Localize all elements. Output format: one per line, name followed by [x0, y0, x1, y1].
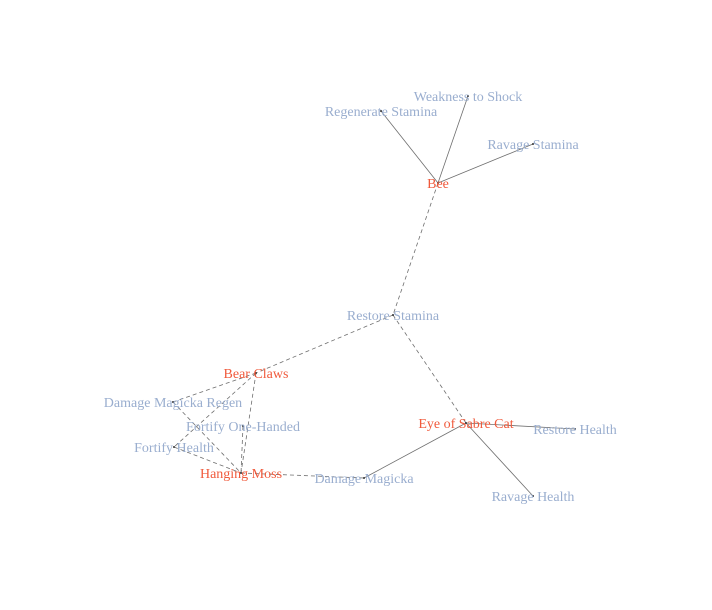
node-dot-restore-health: [574, 428, 576, 430]
edge-bee-to-regenerate-stamina: [380, 110, 439, 184]
node-label-damage-magicka: Damage Magicka: [314, 472, 414, 487]
node-dot-weakness-to-shock: [467, 95, 469, 97]
node-dot-bear-claws: [255, 372, 257, 374]
node-label-ravage-stamina: Ravage Stamina: [487, 138, 579, 153]
node-dot-ravage-stamina: [532, 143, 534, 145]
node-label-damage-magicka-regen: Damage Magicka Regen: [104, 396, 242, 411]
node-dot-ravage-health: [532, 495, 534, 497]
edge-eye-of-sabre-cat-to-ravage-health: [465, 422, 534, 497]
edge-bear-claws-to-fortify-health: [173, 372, 257, 448]
edge-restore-stamina-to-bear-claws: [255, 314, 394, 374]
node-label-bee: Bee: [427, 177, 449, 192]
node-dot-damage-magicka: [363, 477, 365, 479]
edge-fortify-health-to-hanging-moss: [173, 446, 242, 474]
edge-bear-claws-to-damage-magicka-regen: [172, 372, 257, 403]
node-dot-eye-of-sabre-cat: [465, 422, 467, 424]
edge-bee-to-ravage-stamina: [437, 143, 534, 184]
node-label-hanging-moss: Hanging Moss: [200, 467, 282, 482]
edge-bee-to-restore-stamina: [392, 182, 439, 316]
node-label-ravage-health: Ravage Health: [492, 490, 575, 505]
node-label-restore-health: Restore Health: [533, 423, 617, 438]
edge-damage-magicka-regen-to-hanging-moss: [172, 401, 242, 474]
edge-bear-claws-to-hanging-moss: [240, 372, 257, 474]
node-dot-damage-magicka-regen: [172, 401, 174, 403]
node-label-fortify-health: Fortify Health: [134, 441, 214, 456]
edge-bee-to-weakness-to-shock: [437, 95, 469, 184]
edge-restore-stamina-to-eye-of-sabre-cat: [392, 314, 467, 424]
node-dot-regenerate-stamina: [380, 110, 382, 112]
node-label-eye-of-sabre-cat: Eye of Sabre Cat: [418, 417, 513, 432]
node-label-fortify-one-handed: Fortify One-Handed: [186, 420, 300, 435]
node-dot-fortify-health: [173, 446, 175, 448]
graph-node-dots: [172, 95, 576, 497]
node-dot-fortify-one-handed: [242, 425, 244, 427]
graph-edges: [172, 95, 576, 497]
node-label-restore-stamina: Restore Stamina: [347, 309, 440, 324]
edge-eye-of-sabre-cat-to-restore-health: [465, 422, 576, 430]
node-dot-bee: [437, 182, 439, 184]
node-label-bear-claws: Bear Claws: [224, 367, 289, 382]
node-label-regenerate-stamina: Regenerate Stamina: [325, 105, 438, 120]
edge-fortify-one-handed-to-hanging-moss: [240, 425, 244, 474]
edge-eye-of-sabre-cat-to-damage-magicka: [363, 422, 467, 479]
node-label-weakness-to-shock: Weakness to Shock: [414, 90, 523, 105]
node-dot-restore-stamina: [392, 314, 394, 316]
node-dot-hanging-moss: [240, 472, 242, 474]
